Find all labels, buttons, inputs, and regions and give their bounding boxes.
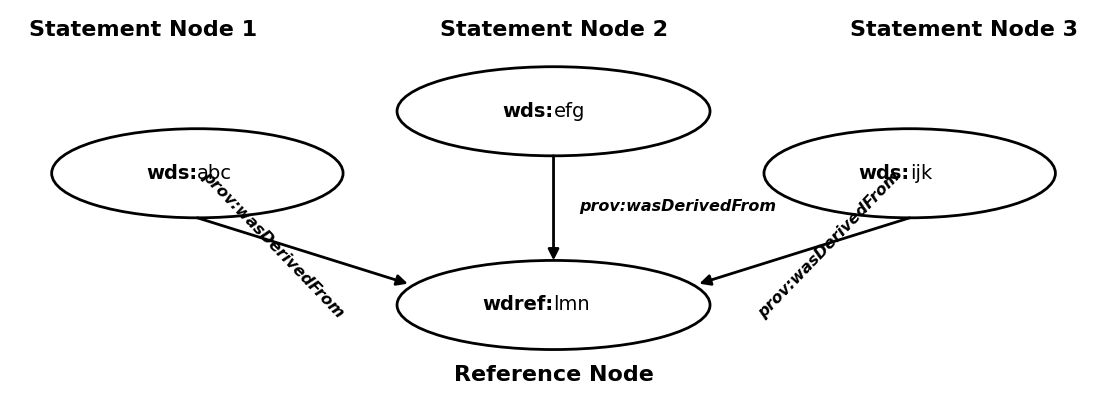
- Text: Statement Node 2: Statement Node 2: [439, 20, 668, 40]
- Text: prov:wasDerivedFrom: prov:wasDerivedFrom: [579, 199, 776, 214]
- Text: efg: efg: [554, 102, 584, 121]
- Text: ijk: ijk: [910, 164, 932, 183]
- Text: abc: abc: [197, 164, 232, 183]
- Text: Statement Node 3: Statement Node 3: [850, 20, 1077, 40]
- Text: prov:wasDerivedFrom: prov:wasDerivedFrom: [199, 169, 346, 321]
- Text: wdref:: wdref:: [483, 296, 554, 314]
- Text: wds:: wds:: [146, 164, 197, 183]
- Text: Reference Node: Reference Node: [454, 365, 653, 385]
- Text: wds:: wds:: [859, 164, 910, 183]
- Text: wds:: wds:: [503, 102, 554, 121]
- Text: lmn: lmn: [554, 296, 590, 314]
- Text: prov:wasDerivedFrom: prov:wasDerivedFrom: [755, 169, 902, 321]
- Text: Statement Node 1: Statement Node 1: [30, 20, 258, 40]
